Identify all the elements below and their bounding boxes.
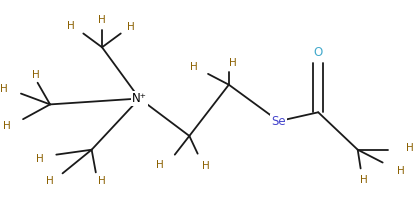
Text: H: H [127,22,135,32]
Text: H: H [202,162,210,171]
Text: H: H [156,161,164,170]
Text: H: H [36,154,43,164]
Text: O: O [314,46,323,59]
Text: H: H [32,70,39,80]
Text: H: H [46,176,54,186]
Text: H: H [98,176,106,186]
Text: H: H [0,84,8,94]
Text: H: H [67,21,75,31]
Text: H: H [3,121,10,131]
Text: Se: Se [271,115,286,128]
Text: N⁺: N⁺ [132,92,147,105]
Text: H: H [98,15,106,25]
Text: H: H [360,175,368,185]
Text: H: H [406,143,413,153]
Text: H: H [229,58,237,68]
Text: H: H [190,62,197,72]
Text: H: H [398,166,405,176]
